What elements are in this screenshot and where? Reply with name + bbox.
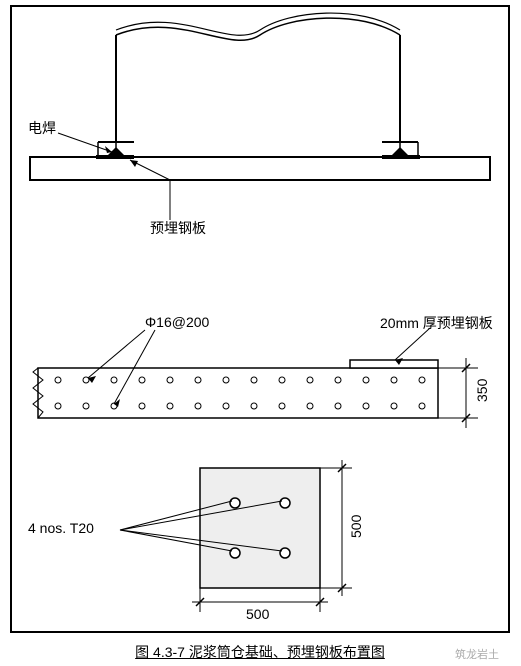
watermark: 筑龙岩土 — [455, 646, 499, 662]
bolt-tr — [280, 498, 290, 508]
plate-thickness-label: 20mm 厚预埋钢板 — [380, 313, 493, 333]
drawing-svg — [0, 0, 521, 666]
bolt-tl — [230, 498, 240, 508]
embed-plate-label: 预埋钢板 — [150, 218, 206, 238]
silo-top-wave1 — [116, 18, 400, 40]
weld-label: 电焊 — [28, 118, 56, 138]
bolt-bl — [230, 548, 240, 558]
rebar-spec-label: Φ16@200 — [145, 314, 209, 330]
bolt-spec-label: 4 nos. T20 — [28, 520, 94, 536]
dim-350-text: 350 — [474, 379, 490, 402]
detail-plate — [200, 468, 320, 588]
silo-top-wave2 — [116, 13, 400, 35]
dim-500w-text: 500 — [246, 606, 269, 622]
beam-outline — [38, 368, 438, 418]
leader-weld-arrow-icon — [105, 146, 112, 153]
figure-caption: 图 4.3-7 泥浆筒仓基础、预埋钢板布置图 — [100, 642, 420, 662]
bolt-br — [280, 548, 290, 558]
dim-500h-text: 500 — [348, 515, 364, 538]
weld-right-outer — [400, 147, 410, 157]
foundation-slab — [30, 157, 490, 180]
weld-right-inner — [390, 147, 400, 157]
weld-left-inner — [116, 147, 126, 157]
plan-embed-plate — [350, 360, 438, 368]
page: 电焊 预埋钢板 Φ16@200 20mm 厚预埋钢板 350 4 nos. T2… — [0, 0, 521, 666]
